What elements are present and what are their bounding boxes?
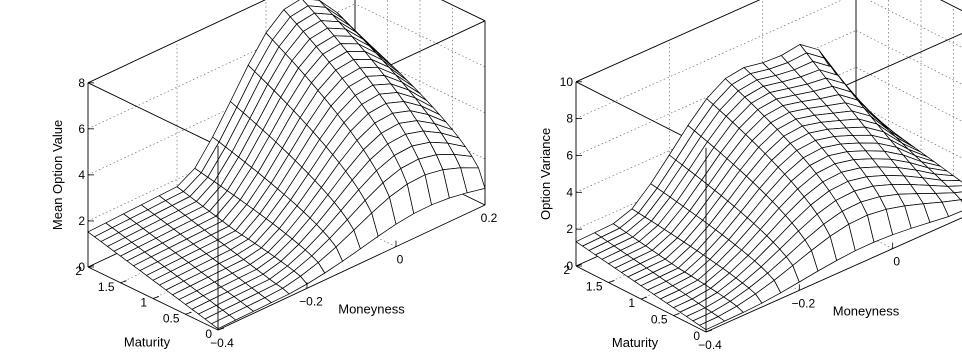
z-tick-label: 8 (566, 112, 573, 126)
surface-mesh (575, 44, 962, 331)
x-tick-mark (640, 296, 648, 300)
surface-cell (953, 191, 962, 201)
x-axis-label: Maturity (124, 335, 171, 350)
x-axis-label: Maturity (612, 335, 659, 350)
y-tick-label: 0 (893, 255, 900, 269)
grid-line (441, 0, 486, 22)
y-tick-label: 0.2 (481, 211, 498, 225)
z-tick-label: 0 (566, 259, 573, 273)
x-tick-label: 2 (563, 263, 570, 277)
y-tick-label: −0.4 (698, 338, 722, 352)
grid-line (867, 0, 962, 48)
axis-box-edge (87, 0, 266, 84)
grid-line (855, 30, 962, 85)
x-tick-mark (185, 311, 192, 315)
surface-mesh (87, 0, 486, 330)
x-tick-mark (152, 296, 160, 299)
grid-line (87, 3, 356, 130)
grid-line (354, 3, 486, 68)
x-tick-label: 0.5 (651, 313, 668, 327)
z-tick-label: 4 (78, 168, 85, 182)
z-tick-label: 8 (78, 76, 85, 90)
grid-line (940, 0, 962, 11)
x-tick-label: 0 (205, 327, 212, 341)
plot-mean-option-value: 0246800.511.52−0.4−0.200.2MaturityMoneyn… (50, 0, 498, 350)
x-tick-mark (705, 329, 713, 333)
x-tick-label: 2 (75, 264, 82, 278)
grid-line (575, 0, 843, 119)
y-tick-label: −0.2 (299, 294, 323, 308)
axis-box-edge (575, 0, 761, 83)
z-tick-label: 2 (566, 222, 573, 236)
x-tick-label: 0 (693, 329, 700, 343)
x-tick-mark (608, 280, 615, 283)
z-axis-label: Option Variance (538, 128, 553, 220)
surface-cell (947, 185, 962, 194)
axis-box-edge (441, 0, 486, 22)
x-tick-label: 0.5 (163, 311, 180, 325)
z-tick-label: 6 (78, 122, 85, 136)
x-tick-mark (217, 327, 225, 331)
grid-line (87, 49, 356, 176)
grid-line (87, 95, 356, 222)
axis-box-edge (87, 82, 219, 147)
x-tick-label: 1 (140, 296, 147, 310)
y-axis-label: Moneyness (833, 304, 900, 319)
y-tick-label: −0.2 (791, 296, 815, 310)
z-tick-label: 10 (560, 75, 574, 89)
plot-option-variance: 024681000.511.52−0.4−0.200.2MaturityMone… (538, 0, 962, 352)
x-tick-mark (673, 313, 680, 316)
surface-cell (460, 167, 486, 194)
axis-box-edge (705, 217, 962, 333)
x-tick-label: 1.5 (98, 280, 115, 294)
x-tick-label: 1.5 (586, 280, 603, 294)
z-tick-label: 6 (566, 148, 573, 162)
axis-box-edge (217, 204, 486, 331)
z-tick-label: 0 (78, 260, 85, 274)
axis-box-edge (940, 0, 962, 12)
x-tick-mark (120, 280, 127, 284)
grid-line (855, 67, 962, 122)
z-tick-label: 4 (566, 185, 573, 199)
y-tick-label: 0 (397, 253, 404, 267)
x-tick-mark (87, 264, 95, 268)
x-tick-label: 1 (628, 296, 635, 310)
y-tick-label: −0.4 (210, 336, 234, 350)
y-axis-label: Moneyness (338, 302, 405, 317)
x-tick-mark (575, 263, 583, 267)
z-axis-label: Mean Option Value (50, 120, 65, 230)
z-tick-label: 2 (78, 214, 85, 228)
